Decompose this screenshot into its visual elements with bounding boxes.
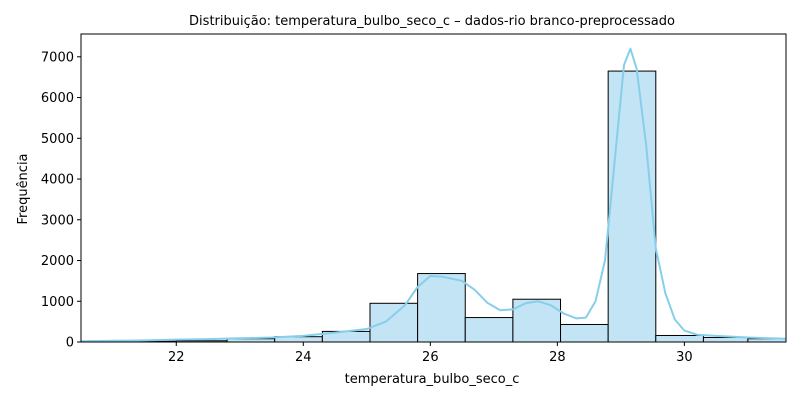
x-axis-label: temperatura_bulbo_seco_c — [345, 372, 520, 387]
histogram-bar-12 — [655, 334, 704, 343]
y-tick-label-6000: 6000 — [41, 91, 74, 106]
y-tick-label-4000: 4000 — [41, 173, 74, 188]
y-axis-ticks: 0 1000 2000 3000 4000 5000 6000 7000 — [41, 50, 81, 351]
histogram-bar-6 — [369, 302, 419, 343]
x-tick-label-22: 22 — [168, 350, 185, 365]
x-tick-label-26: 26 — [422, 350, 439, 365]
histogram-bar-7 — [417, 273, 466, 343]
histogram-bar-8 — [464, 317, 514, 343]
plot-frame — [80, 33, 787, 343]
x-tick-label-24: 24 — [295, 350, 312, 365]
kde-group — [80, 47, 787, 343]
histogram-bar-13 — [702, 337, 749, 343]
x-tick-label-28: 28 — [549, 350, 566, 365]
y-tick-label-2000: 2000 — [41, 254, 74, 269]
y-tick-label-0: 0 — [66, 336, 74, 351]
y-tick-label-7000: 7000 — [41, 50, 74, 65]
y-tick-label-3000: 3000 — [41, 213, 74, 228]
histogram-bar-11 — [607, 70, 657, 343]
kde-line — [80, 47, 787, 343]
y-tick-label-1000: 1000 — [41, 295, 74, 310]
bars-group — [80, 70, 787, 343]
histogram-bar-10 — [560, 323, 609, 343]
chart-title: Distribuição: temperatura_bulbo_seco_c –… — [189, 14, 675, 29]
y-tick-label-5000: 5000 — [41, 132, 74, 147]
x-axis-ticks: 22 24 26 28 30 — [168, 342, 693, 365]
y-axis-label: Frequência — [16, 153, 31, 224]
x-tick-label-30: 30 — [676, 350, 693, 365]
